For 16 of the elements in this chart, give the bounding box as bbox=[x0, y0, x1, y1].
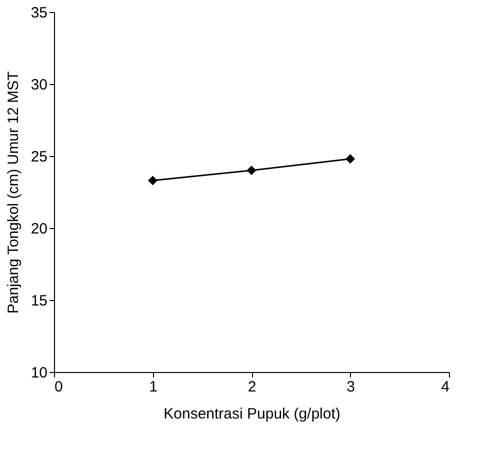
x-tick-label: 0 bbox=[54, 378, 63, 396]
x-tick-label: 2 bbox=[248, 378, 256, 396]
y-tick-label: 20 bbox=[30, 220, 48, 238]
x-axis-title: Konsentrasi Pupuk (g/plot) bbox=[164, 406, 340, 422]
y-tick-label: 10 bbox=[30, 364, 48, 382]
point bbox=[148, 176, 158, 186]
point bbox=[246, 166, 256, 176]
y-tick-label: 30 bbox=[30, 76, 48, 94]
point bbox=[346, 154, 355, 164]
y-tick-label: 15 bbox=[30, 292, 48, 310]
x-tick-label: 1 bbox=[149, 378, 158, 396]
y-axis-title: Panjang Tongkol (cm) Umur 12 MST bbox=[4, 71, 22, 314]
x-tick-label: 4 bbox=[441, 378, 450, 396]
y-tick-label: 35 bbox=[30, 4, 48, 22]
x-tick-label: 3 bbox=[346, 378, 355, 396]
y-tick-label: 25 bbox=[30, 148, 48, 166]
